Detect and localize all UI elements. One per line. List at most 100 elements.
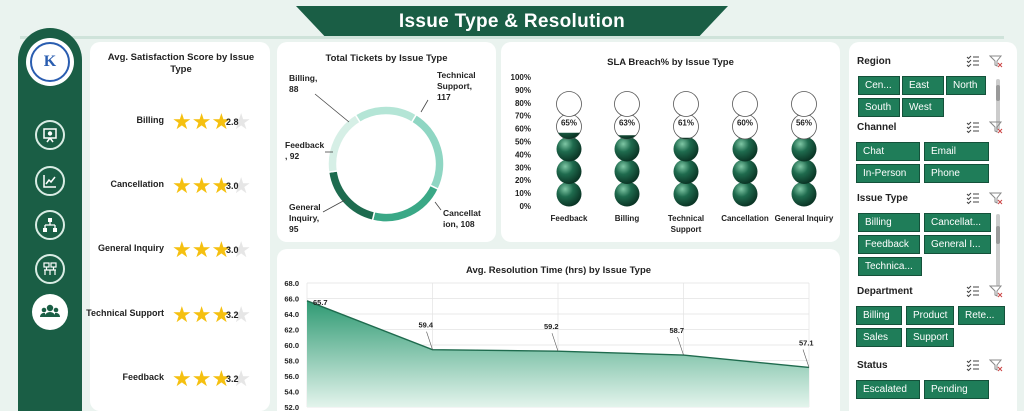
multi-select-icon[interactable] — [966, 120, 980, 134]
sla-bubble-chart: 0% 10% 20% 30% 40% 50% 60% 70% 80% 90% 100% 65% Feed… — [511, 73, 834, 234]
logo: K — [26, 38, 74, 86]
satisfaction-label: Billing — [136, 115, 165, 125]
star-rating: ★ ★ ★ ★ — [172, 303, 251, 327]
star-filled-icon: ★ — [211, 366, 232, 391]
slicer-item[interactable]: West — [902, 98, 944, 117]
tickets-chart-title: Total Tickets by Issue Type — [325, 53, 448, 64]
sla-y-tick: 100% — [511, 73, 531, 82]
multi-select-icon[interactable] — [966, 54, 980, 68]
slicer-item[interactable]: Escalated — [856, 380, 920, 399]
slicer-scroll-thumb[interactable] — [996, 226, 1000, 244]
sla-bubble-empty — [556, 91, 582, 117]
donut-slice — [327, 113, 362, 174]
slicer-header: Issue Type — [849, 191, 1003, 207]
slicer-title: Issue Type — [857, 193, 908, 204]
slicer-item[interactable]: In-Person — [856, 164, 920, 183]
sla-y-tick: 90% — [515, 86, 531, 95]
slicer-item[interactable]: North — [946, 76, 986, 95]
sla-x-tick: Technical Support — [668, 214, 704, 234]
star-empty-icon: ★ — [231, 109, 251, 134]
sla-bubble-filled — [673, 181, 699, 207]
sla-x-tick: Billing — [615, 214, 640, 223]
slicer-item[interactable]: Chat — [856, 142, 920, 161]
res-value-label: 59.2 — [544, 322, 559, 331]
star-filled-icon: ★ — [211, 302, 232, 327]
res-y-tick: 58.0 — [284, 357, 299, 366]
slicer-item[interactable]: Support — [906, 328, 954, 347]
res-y-tick: 62.0 — [284, 326, 299, 335]
star-empty-icon: ★ — [231, 302, 251, 327]
donut-leader-line — [322, 199, 346, 213]
star-filled-icon: ★ — [172, 237, 192, 262]
trend-chart-icon[interactable] — [35, 166, 65, 196]
sla-bubble-fill — [618, 135, 636, 139]
slicer-item[interactable]: Product — [906, 306, 954, 325]
star-filled-icon: ★ — [211, 109, 232, 134]
slicer-item[interactable]: Phone — [924, 164, 989, 183]
res-value-label: 58.7 — [670, 326, 685, 335]
slicer-item[interactable]: East — [902, 76, 944, 95]
satisfaction-label: General Inquiry — [97, 243, 164, 253]
satisfaction-value: 3.0 — [226, 181, 239, 191]
donut-data-label: Billing, 88 — [289, 73, 317, 94]
slicer-item[interactable]: Email — [924, 142, 989, 161]
multi-select-icon[interactable] — [966, 284, 980, 298]
slicer-panel: Region Cen... East North South West Channel Cha… — [849, 42, 1017, 411]
sla-bubble-filled — [556, 181, 582, 207]
slicer-scrollbar[interactable] — [996, 214, 1000, 286]
slicer-item[interactable]: Billing — [856, 306, 902, 325]
slicer-item[interactable]: Pending — [924, 380, 989, 399]
clear-filter-icon[interactable] — [988, 54, 1003, 68]
satisfaction-value: 3.0 — [226, 245, 239, 255]
res-y-tick: 60.0 — [284, 341, 299, 350]
sla-bubble-filled — [732, 159, 758, 184]
users-icon[interactable] — [32, 294, 68, 330]
star-filled-icon: ★ — [191, 237, 212, 262]
clear-filter-icon[interactable] — [988, 284, 1003, 298]
slicer-header: Region — [849, 54, 1003, 70]
slicer-item[interactable]: Feedback — [858, 235, 920, 254]
slicer-item[interactable]: Sales — [856, 328, 902, 347]
presentation-icon[interactable] — [35, 120, 65, 150]
slicer-item[interactable]: Cen... — [858, 76, 900, 95]
multi-select-icon[interactable] — [966, 358, 980, 372]
satisfaction-title: Avg. Satisfaction Score by Issue Type — [107, 52, 255, 75]
slicer-title: Status — [857, 360, 888, 371]
title-banner: Issue Type & Resolution — [296, 6, 728, 38]
sla-value-label: 65% — [561, 119, 577, 128]
star-filled-icon: ★ — [211, 173, 232, 198]
slicer-scrollbar[interactable] — [996, 79, 1000, 130]
clear-filter-icon[interactable] — [988, 191, 1003, 205]
slicer-item[interactable]: South — [858, 98, 900, 117]
sla-y-tick: 10% — [515, 189, 531, 198]
res-leader-line — [426, 331, 433, 350]
slicer-item[interactable]: Rete... — [958, 306, 1005, 325]
slicer-item[interactable]: Cancellat... — [924, 213, 991, 232]
star-filled-icon: ★ — [172, 173, 192, 198]
res-leader-line — [677, 336, 684, 356]
slicer-item[interactable]: Technica... — [858, 257, 922, 276]
sla-y-tick: 20% — [515, 176, 531, 185]
team-structure-icon[interactable] — [35, 254, 65, 284]
clear-filter-icon[interactable] — [988, 358, 1003, 372]
donut-slice — [327, 170, 376, 222]
star-filled-icon: ★ — [172, 302, 192, 327]
donut-data-label: General Inquiry, 95 — [289, 202, 321, 234]
star-filled-icon: ★ — [172, 109, 192, 134]
multi-select-icon[interactable] — [966, 191, 980, 205]
satisfaction-row: Billing ★ ★ ★ ★ 2.8 — [90, 110, 270, 134]
org-chart-icon[interactable] — [35, 210, 65, 240]
sla-x-tick: General Inquiry — [775, 214, 834, 223]
donut-slice — [354, 105, 418, 124]
sla-bubble-filled — [614, 159, 640, 184]
sla-bubble-filled — [732, 181, 758, 207]
slicer-item[interactable]: General I... — [924, 235, 991, 254]
res-y-tick: 66.0 — [284, 295, 299, 304]
sla-bubble-filled — [791, 181, 817, 207]
slicer-item[interactable]: Billing — [858, 213, 920, 232]
res-value-label: 65.7 — [313, 298, 328, 307]
sla-x-tick: Feedback — [551, 214, 588, 223]
sla-bubble-filled — [791, 159, 817, 184]
slicer-scroll-thumb[interactable] — [996, 85, 1000, 101]
clear-filter-icon[interactable] — [988, 120, 1003, 134]
